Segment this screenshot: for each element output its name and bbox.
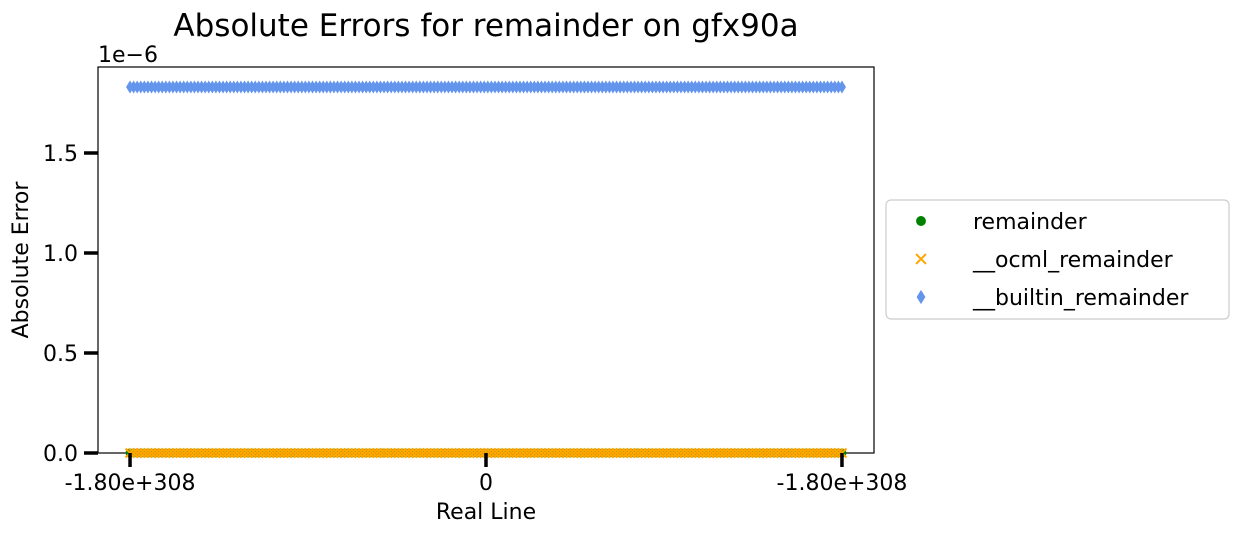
legend-frame	[885, 199, 1230, 320]
x-tick-label: -1.80e+308	[777, 471, 908, 496]
x-axis-label: Real Line	[436, 500, 536, 525]
legend-entry: __builtin_remainder	[916, 286, 1189, 311]
legend-label: __ocml_remainder	[972, 248, 1174, 273]
legend-marker-x	[915, 253, 927, 265]
legend-marker-circle	[916, 216, 926, 226]
plot-area	[97, 66, 875, 454]
y-tick-label: 0.0	[43, 442, 78, 467]
legend: remainder __ocml_remainder __builtin_remai…	[885, 199, 1230, 320]
y-axis-label: Absolute Error	[9, 181, 34, 339]
x-tick-label: -1.80e+308	[65, 471, 196, 496]
legend-label: __builtin_remainder	[972, 286, 1189, 311]
y-tick-label: 1.0	[43, 242, 78, 267]
legend-entry: remainder	[916, 210, 1088, 235]
series-ocmlremainder	[124, 447, 848, 459]
y-tick-label: 1.5	[43, 142, 78, 167]
y-axis-ticks: 0.0 0.5 1.0 1.5	[43, 142, 98, 467]
data-point	[837, 80, 846, 94]
series-builtinremainder	[126, 80, 846, 94]
legend-entry: __ocml_remainder	[915, 248, 1174, 273]
y-tick-label: 0.5	[43, 342, 78, 367]
legend-marker-diamond	[916, 289, 926, 305]
legend-entries: remainder __ocml_remainder __builtin_remai…	[915, 210, 1189, 311]
y-offset-text: 1e−6	[98, 43, 158, 68]
x-axis-ticks: -1.80e+308 0 -1.80e+308	[65, 453, 908, 496]
series-layer	[124, 80, 848, 459]
x-tick-label: 0	[479, 471, 493, 496]
chart-title: Absolute Errors for remainder on gfx90a	[173, 8, 798, 44]
legend-label: remainder	[973, 210, 1088, 235]
